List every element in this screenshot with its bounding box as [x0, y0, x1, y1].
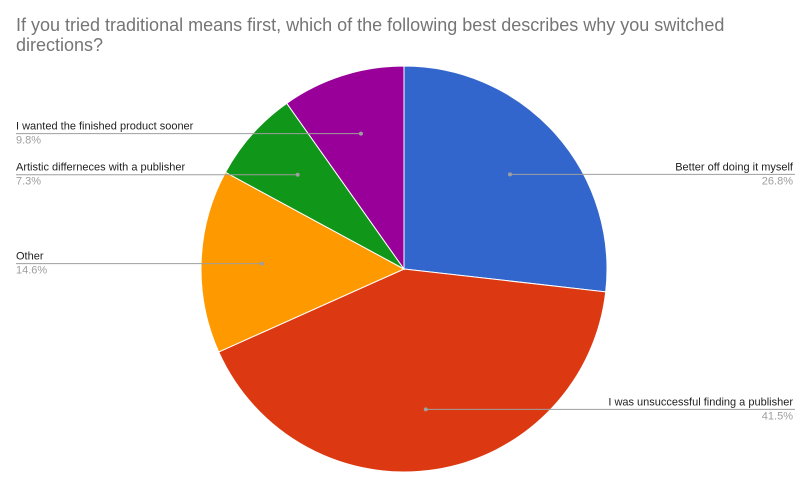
pie-slice-i-wanted-the-finished-product-sooner [286, 65, 405, 271]
slice-value-better-off-doing-it-myself: 26.8% [762, 175, 793, 187]
slice-value-other: 14.6% [16, 265, 47, 277]
slice-label-other: Other [16, 251, 44, 263]
pie-slices [200, 65, 608, 473]
pie-slice-i-was-unsuccessful-finding-a-publisher [218, 268, 607, 473]
pie-slice-other [200, 171, 406, 353]
chart-title: If you tried traditional means first, wh… [16, 15, 725, 55]
slice-label-i-was-unsuccessful-finding-a-publisher: I was unsuccessful finding a publisher [608, 396, 793, 408]
slice-value-i-was-unsuccessful-finding-a-publisher: 41.5% [762, 410, 793, 422]
pie-slice-better-off-doing-it-myself [403, 65, 608, 293]
slice-label-artistic-differneces-with-a-publisher: Artistic differneces with a publisher [16, 162, 185, 174]
label-leader-lines [16, 131, 795, 412]
leader-dot-i-wanted-the-finished-product-sooner [358, 131, 363, 136]
slice-label-better-off-doing-it-myself: Better off doing it myself [675, 161, 794, 173]
leader-dot-artistic-differneces-with-a-publisher [295, 172, 300, 177]
slice-labels: Better off doing it myself 26.8% I was uns… [16, 121, 794, 423]
leader-dot-better-off-doing-it-myself [507, 172, 512, 177]
leader-dot-other [260, 261, 265, 266]
slice-label-i-wanted-the-finished-product-sooner: I wanted the finished product sooner [16, 121, 194, 133]
leader-dot-i-was-unsuccessful-finding-a-publisher [423, 407, 428, 412]
slice-value-i-wanted-the-finished-product-sooner: 9.8% [16, 135, 41, 147]
slice-value-artistic-differneces-with-a-publisher: 7.3% [16, 176, 41, 188]
